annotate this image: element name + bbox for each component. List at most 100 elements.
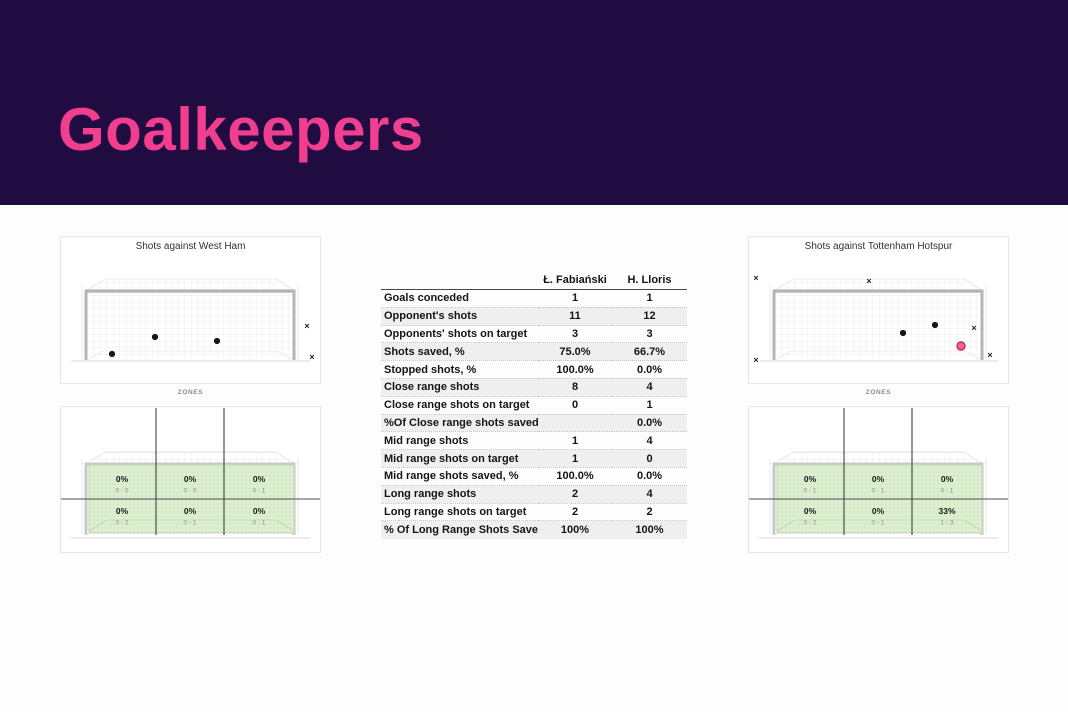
stat-label: Close range shots xyxy=(384,381,480,394)
zones-chart-tottenham: 0% 0 - 1 0% 0 - 1 0% 0 - 1 0% 0 - 2 0% 0 - 1 33% 1 … xyxy=(749,408,1008,539)
goal-crossbar xyxy=(84,289,296,293)
stat-value: 75.0% xyxy=(559,345,591,358)
table-row: %Of Close range shots saved 0.0% xyxy=(381,414,687,432)
zone-saves-shots: 0 - 1 xyxy=(803,488,816,495)
zone-save-pct: 0% xyxy=(804,506,817,516)
stat-value: 1 xyxy=(646,399,653,412)
shot-saved-marker xyxy=(213,337,221,345)
goal-shotmap-west-ham: ×× xyxy=(71,278,315,362)
shot-off-target-marker: × xyxy=(971,323,976,333)
stat-value xyxy=(538,414,612,432)
page-title: Goalkeepers xyxy=(58,96,424,163)
zones-panel-tottenham: 0% 0 - 1 0% 0 - 1 0% 0 - 1 0% 0 - 2 0% 0 - 1 33% 1 … xyxy=(748,406,1009,553)
zone-saves-shots: 0 - 1 xyxy=(871,488,884,495)
goal-conceded-marker xyxy=(956,341,966,351)
chart-title-tottenham: Shots against Tottenham Hotspur xyxy=(804,241,953,252)
stat-value: 3 xyxy=(571,327,579,340)
goal-net-back xyxy=(85,451,296,464)
stat-value: 0.0% xyxy=(636,470,663,483)
zone-save-pct: 0% xyxy=(253,474,266,484)
shot-off-target-marker: × xyxy=(304,321,309,331)
zones-caption-west-ham: ZONES xyxy=(177,389,204,396)
stat-value: 4 xyxy=(646,381,653,394)
zone-saves-shots: 0 - 1 xyxy=(252,520,265,527)
stat-label: Goals conceded xyxy=(384,292,469,305)
zone-save-pct: 0% xyxy=(941,474,954,484)
zones-panel-west-ham: 0% 0 - 0 0% 0 - 0 0% 0 - 1 0% 0 - 2 0% 0 - 1 0% 0 -… xyxy=(60,406,321,553)
goal-post-right xyxy=(980,290,984,360)
zone-saves-shots: 0 - 1 xyxy=(871,520,884,527)
stat-label: Opponents' shots on target xyxy=(384,327,528,340)
goal-net-back xyxy=(773,278,984,291)
stats-table-head: Ł. Fabiański H. Lloris xyxy=(381,273,687,290)
stat-label: Shots saved, % xyxy=(384,345,465,358)
goal-net-back xyxy=(773,451,984,464)
zone-saves-shots: 0 - 1 xyxy=(252,488,265,495)
page-header: Goalkeepers xyxy=(0,0,1068,205)
stat-value: 66.7% xyxy=(633,345,666,358)
column-header-empty xyxy=(381,273,538,290)
goal-crossbar xyxy=(84,462,296,466)
zone-saves-shots: 0 - 2 xyxy=(803,520,816,527)
zones-caption-tottenham: ZONES xyxy=(865,389,892,396)
stat-value: 11 xyxy=(569,310,581,323)
stats-table: Ł. Fabiański H. Lloris Goals conceded 1 1 Op… xyxy=(381,273,687,539)
goal-net-back xyxy=(85,278,296,291)
stat-value: 8 xyxy=(571,381,579,394)
zones-chart-west-ham: 0% 0 - 0 0% 0 - 0 0% 0 - 1 0% 0 - 2 0% 0 - 1 0% 0 -… xyxy=(61,408,320,539)
stat-label: Long range shots on target xyxy=(384,505,527,518)
stat-value: 3 xyxy=(646,327,653,340)
zone-save-pct: 0% xyxy=(253,506,266,516)
stat-value: 100.0% xyxy=(556,470,594,483)
stat-label: Mid range shots on target xyxy=(384,452,519,465)
table-row: Long range shots 2 4 xyxy=(381,485,687,504)
table-row: Goals conceded 1 1 xyxy=(381,290,687,308)
zone-save-pct: 0% xyxy=(872,506,885,516)
stat-value: 0 xyxy=(571,399,579,412)
stat-label: Stopped shots, % xyxy=(384,363,477,376)
goal-post-left xyxy=(772,290,776,360)
table-row: Close range shots on target 0 1 xyxy=(381,396,687,415)
zone-saves-shots: 0 - 0 xyxy=(183,488,196,495)
stat-label: %Of Close range shots saved xyxy=(384,416,538,429)
shot-off-target-marker: × xyxy=(866,276,871,286)
stat-label: Opponent's shots xyxy=(384,310,478,323)
shot-saved-marker xyxy=(899,329,907,337)
zone-save-pct: 0% xyxy=(804,474,817,484)
stat-value: 100.0% xyxy=(556,363,594,376)
table-row: Shots saved, % 75.0% 66.7% xyxy=(381,342,687,361)
stat-value: 1 xyxy=(571,452,579,465)
shot-off-target-marker: × xyxy=(987,350,992,360)
stat-label: Mid range shots xyxy=(384,434,469,447)
goal-net xyxy=(774,290,982,359)
goal-post-left xyxy=(84,290,88,360)
shotmap-panel-tottenham: Shots against Tottenham Hotspur × × × × × xyxy=(748,236,1009,384)
stat-value: 1 xyxy=(646,292,653,305)
shot-saved-marker xyxy=(108,350,116,358)
zone-save-pct: 0% xyxy=(184,506,197,516)
table-row: Opponents' shots on target 3 3 xyxy=(381,325,687,343)
stat-label: % Of Long Range Shots Saved xyxy=(384,524,538,536)
zone-saves-shots: 0 - 0 xyxy=(115,488,128,495)
stat-value: 1 xyxy=(571,292,579,305)
table-row: Mid range shots saved, % 100.0% 0.0% xyxy=(381,467,687,486)
stat-value: 12 xyxy=(643,310,656,323)
stat-value: 0.0% xyxy=(636,416,663,429)
stats-table-body: Goals conceded 1 1 Opponent's shots 11 12 Oppo… xyxy=(381,290,687,539)
table-row: Close range shots 8 4 xyxy=(381,378,687,397)
table-row: Mid range shots on target 1 0 xyxy=(381,449,687,468)
zone-save-pct: 0% xyxy=(872,474,885,484)
column-header: H. Lloris xyxy=(612,273,687,290)
shotmap-panel-west-ham: Shots against West Ham × × xyxy=(60,236,321,384)
shot-off-target-marker: × xyxy=(753,355,758,365)
stat-value: 100% xyxy=(560,524,590,536)
zone-saves-shots: 0 - 2 xyxy=(115,520,128,527)
shot-saved-marker xyxy=(931,321,939,329)
shot-off-target-marker: × xyxy=(753,273,758,283)
stat-value: 0.0% xyxy=(636,363,663,376)
zone-save-pct: 33% xyxy=(938,506,955,516)
stat-value: 2 xyxy=(646,505,653,518)
table-row: Mid range shots 1 4 xyxy=(381,432,687,450)
stat-value: 1 xyxy=(571,434,579,447)
